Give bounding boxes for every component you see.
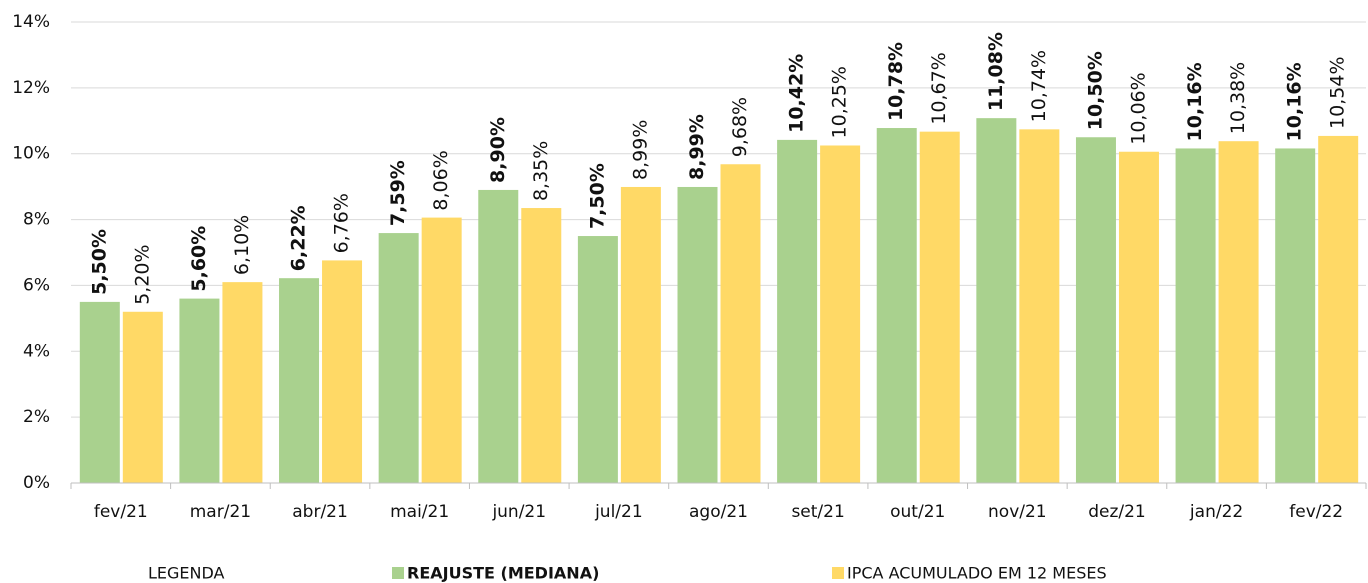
value-label: 10,74%	[1028, 50, 1050, 122]
x-tick-label: fev/22	[1289, 502, 1343, 522]
x-tick-label: jan/22	[1189, 502, 1243, 522]
bar	[876, 128, 917, 483]
y-tick-label: 12%	[12, 78, 50, 98]
value-label: 8,99%	[629, 120, 651, 180]
value-label: 6,76%	[331, 193, 353, 253]
bar	[820, 145, 861, 483]
x-tick-label: abr/21	[292, 502, 348, 522]
bar	[677, 186, 718, 483]
value-label: 7,50%	[586, 163, 608, 229]
bar	[421, 217, 462, 484]
value-label: 10,67%	[928, 52, 950, 124]
value-label: 8,06%	[430, 150, 452, 210]
legend-title: LEGENDA	[148, 564, 225, 583]
value-label: 10,78%	[885, 42, 907, 121]
y-tick-label: 14%	[12, 12, 50, 32]
value-label: 10,50%	[1084, 51, 1106, 130]
y-tick-label: 4%	[23, 341, 50, 361]
bar	[79, 301, 120, 483]
bar	[976, 118, 1017, 483]
y-tick-label: 10%	[12, 144, 50, 164]
x-tick-label: jun/21	[491, 502, 546, 522]
x-tick-label: mar/21	[190, 502, 251, 522]
bar	[122, 311, 163, 483]
y-tick-label: 0%	[23, 473, 50, 493]
value-label: 10,38%	[1227, 62, 1249, 134]
value-label: 5,20%	[131, 244, 153, 304]
bar	[1075, 137, 1116, 483]
value-label: 8,90%	[487, 117, 509, 183]
legend-label: REAJUSTE (MEDIANA)	[407, 564, 599, 583]
x-tick-label: ago/21	[689, 502, 748, 522]
bar	[720, 164, 761, 483]
y-tick-label: 8%	[23, 210, 50, 230]
bar	[1175, 148, 1216, 483]
legend-swatch	[392, 567, 404, 579]
value-label: 7,59%	[387, 160, 409, 226]
bar	[378, 233, 419, 483]
legend-swatch	[832, 567, 844, 579]
x-tick-label: out/21	[890, 502, 945, 522]
value-label: 11,08%	[985, 32, 1007, 111]
value-label: 5,60%	[188, 226, 210, 292]
bar	[222, 282, 263, 483]
bar	[322, 260, 363, 483]
value-label: 10,42%	[786, 54, 808, 133]
legend-label: IPCA ACUMULADO EM 12 MESES	[847, 564, 1107, 583]
bar	[777, 139, 818, 484]
bar	[919, 131, 960, 483]
x-tick-label: dez/21	[1088, 502, 1146, 522]
value-label: 6,10%	[231, 215, 253, 275]
x-tick-label: mai/21	[390, 502, 449, 522]
value-label: 10,25%	[829, 66, 851, 138]
value-label: 10,16%	[1184, 62, 1206, 141]
bar	[1275, 148, 1316, 483]
y-tick-label: 6%	[23, 275, 50, 295]
value-label: 8,99%	[686, 114, 708, 180]
x-tick-label: jul/21	[594, 502, 643, 522]
value-label: 10,06%	[1127, 72, 1149, 144]
bar	[620, 186, 661, 483]
bar	[1118, 151, 1159, 483]
x-tick-label: set/21	[791, 502, 844, 522]
value-label: 8,35%	[530, 141, 552, 201]
bar	[279, 278, 320, 483]
bar	[1218, 141, 1259, 484]
value-label: 10,54%	[1327, 56, 1349, 128]
bar	[478, 189, 519, 483]
x-tick-label: fev/21	[94, 502, 148, 522]
bar	[179, 298, 220, 483]
bar	[1019, 129, 1060, 483]
value-label: 5,50%	[88, 229, 110, 295]
value-label: 6,22%	[288, 205, 310, 271]
bar	[577, 236, 618, 483]
value-label: 9,68%	[729, 97, 751, 157]
bar	[1318, 135, 1359, 483]
bar	[521, 208, 562, 483]
y-tick-label: 2%	[23, 407, 50, 427]
value-label: 10,16%	[1284, 62, 1306, 141]
x-tick-label: nov/21	[988, 502, 1047, 522]
